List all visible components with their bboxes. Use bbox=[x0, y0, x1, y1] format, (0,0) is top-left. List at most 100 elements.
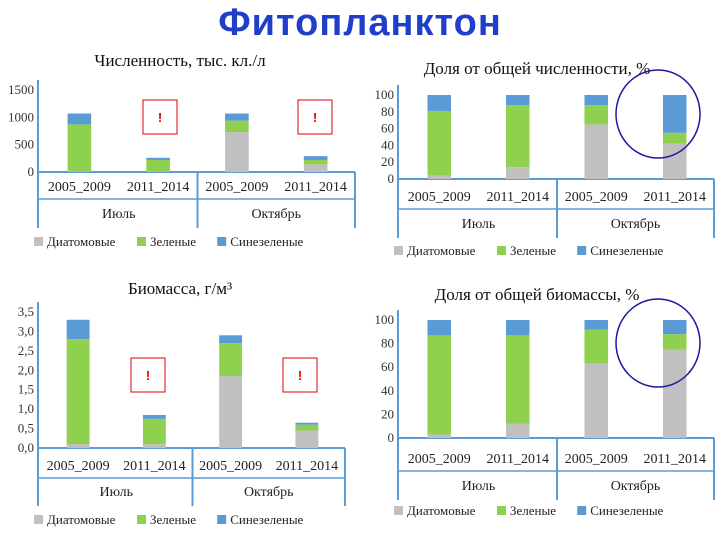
bar-Синезеленые bbox=[427, 95, 452, 111]
bar-Синезеленые bbox=[662, 95, 687, 133]
chart-abundance-share: Доля от общей численности, % 0 20 40 60 80 100… bbox=[362, 52, 718, 270]
y-tick-label: 20 bbox=[381, 154, 394, 169]
legend-swatch bbox=[34, 515, 43, 524]
bar-Диатомовые bbox=[295, 430, 319, 448]
group-label: Июль bbox=[462, 479, 496, 494]
legend-swatch bbox=[577, 506, 587, 515]
bar-Зеленые bbox=[505, 105, 530, 168]
y-tick-label: 1,0 bbox=[18, 401, 34, 416]
chart-biomass-share: Доля от общей биомассы, % 0 20 40 60 80 100 200… bbox=[362, 280, 718, 538]
y-tick-label: 2,0 bbox=[18, 362, 34, 377]
alert-mark: ! bbox=[298, 368, 302, 383]
bar-Диатомовые bbox=[584, 363, 609, 438]
y-tick-label: 0 bbox=[28, 164, 35, 179]
bar-Зеленые bbox=[662, 132, 687, 144]
legend-label: Синезеленые bbox=[230, 234, 303, 249]
bar-Диатомовые bbox=[427, 175, 452, 179]
y-tick-label: 0 bbox=[388, 171, 395, 186]
bar-Синезеленые bbox=[505, 95, 530, 106]
bar-Зеленые bbox=[66, 339, 90, 445]
alert-box bbox=[297, 99, 333, 135]
highlight-ellipse bbox=[615, 69, 701, 159]
legend-label: Синезеленые bbox=[590, 503, 663, 518]
x-tick-label: 2005_2009 bbox=[565, 190, 628, 205]
bar-Диатомовые bbox=[584, 124, 609, 179]
y-tick-label: 500 bbox=[15, 137, 35, 152]
legend-label: Диатомовые bbox=[407, 243, 476, 258]
bar-Синезеленые bbox=[225, 113, 249, 121]
highlight-ellipse bbox=[615, 298, 701, 388]
legend-swatch bbox=[137, 237, 146, 246]
alert-mark: ! bbox=[158, 110, 162, 125]
alert-box bbox=[282, 357, 318, 393]
y-tick-label: 2,5 bbox=[18, 343, 34, 358]
group-label: Октябрь bbox=[244, 485, 294, 500]
bar-Синезеленые bbox=[584, 95, 609, 106]
bar-Диатомовые bbox=[219, 376, 243, 448]
bar-Диатомовые bbox=[662, 143, 687, 179]
bar-Зеленые bbox=[584, 329, 609, 364]
bar-Диатомовые bbox=[662, 349, 687, 438]
legend-label: Диатомовые bbox=[47, 512, 116, 527]
group-label: Октябрь bbox=[611, 479, 661, 494]
bar-Зеленые bbox=[427, 110, 452, 176]
x-tick-label: 2005_2009 bbox=[47, 459, 110, 474]
y-tick-label: 20 bbox=[381, 406, 394, 421]
legend-label: Зеленые bbox=[150, 234, 196, 249]
bar-Синезеленые bbox=[66, 319, 90, 340]
bar-Зеленые bbox=[67, 124, 92, 172]
x-tick-label: 2005_2009 bbox=[205, 180, 268, 195]
bar-Зеленые bbox=[427, 335, 452, 435]
y-tick-label: 60 bbox=[381, 121, 394, 136]
y-tick-label: 0 bbox=[388, 430, 395, 445]
x-tick-label: 2011_2014 bbox=[644, 190, 706, 205]
group-label: Июль bbox=[99, 485, 133, 500]
bar-Диатомовые bbox=[146, 171, 170, 172]
x-tick-label: 2011_2014 bbox=[487, 452, 549, 467]
legend-label: Синезеленые bbox=[230, 512, 303, 527]
x-tick-label: 2011_2014 bbox=[284, 180, 346, 195]
bar-Диатомовые bbox=[67, 171, 92, 172]
chart-title: Доля от общей численности, % bbox=[424, 59, 651, 78]
legend-label: Зеленые bbox=[150, 512, 196, 527]
y-tick-label: 0,0 bbox=[18, 440, 34, 455]
chart-biomass: Биомасса, г/м³ 0,0 0,5 1,0 1,5 2,0 2,5 3,0 3,5 20… bbox=[0, 274, 360, 538]
bar-Диатомовые bbox=[142, 444, 166, 448]
y-tick-label: 1000 bbox=[8, 109, 34, 124]
legend-swatch bbox=[394, 506, 403, 515]
y-tick-label: 60 bbox=[381, 359, 394, 374]
bar-Синезеленые bbox=[662, 320, 687, 335]
bar-Синезеленые bbox=[67, 113, 92, 125]
y-tick-label: 40 bbox=[381, 137, 394, 152]
bar-Синезеленые bbox=[303, 156, 328, 160]
bar-Синезеленые bbox=[146, 157, 170, 160]
y-tick-label: 0,5 bbox=[18, 421, 34, 436]
bar-Зеленые bbox=[219, 343, 243, 377]
bar-Зеленые bbox=[295, 424, 319, 431]
group-label: Октябрь bbox=[251, 207, 301, 222]
bar-Синезеленые bbox=[427, 320, 452, 336]
y-tick-label: 3,0 bbox=[18, 323, 34, 338]
legend-label: Зеленые bbox=[510, 243, 556, 258]
bar-Зеленые bbox=[225, 120, 249, 133]
alert-mark: ! bbox=[313, 110, 317, 125]
bar-Диатомовые bbox=[225, 132, 249, 172]
bar-Диатомовые bbox=[427, 434, 452, 438]
x-tick-label: 2011_2014 bbox=[644, 452, 706, 467]
bar-Зеленые bbox=[303, 159, 328, 165]
y-tick-label: 1500 bbox=[8, 82, 34, 97]
legend-label: Синезеленые bbox=[590, 243, 663, 258]
legend-label: Диатомовые bbox=[47, 234, 116, 249]
legend-swatch bbox=[497, 506, 506, 515]
y-tick-label: 80 bbox=[381, 104, 394, 119]
bar-Диатомовые bbox=[505, 167, 530, 179]
group-label: Июль bbox=[102, 207, 136, 222]
legend-swatch bbox=[137, 515, 146, 524]
legend-swatch bbox=[34, 237, 43, 246]
y-tick-label: 40 bbox=[381, 383, 394, 398]
x-tick-label: 2011_2014 bbox=[127, 180, 189, 195]
alert-mark: ! bbox=[146, 368, 150, 383]
y-tick-label: 1,5 bbox=[18, 382, 34, 397]
y-tick-label: 3,5 bbox=[18, 304, 34, 319]
group-label: Июль bbox=[462, 217, 496, 232]
